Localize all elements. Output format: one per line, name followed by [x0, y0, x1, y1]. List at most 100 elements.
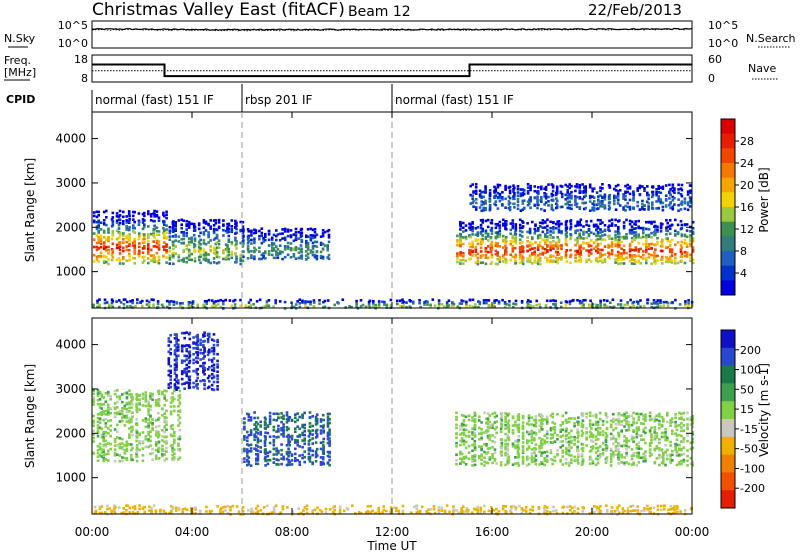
echo-cell: [235, 224, 238, 227]
echo-cell: [109, 407, 112, 410]
echo-cell: [616, 195, 620, 198]
echo-cell: [632, 191, 635, 195]
echo-cell: [102, 396, 105, 399]
echo-cell: [657, 184, 660, 188]
echo-cell: [528, 248, 532, 251]
echo-cell: [98, 305, 101, 309]
echo-cell: [165, 457, 168, 461]
echo-cell: [270, 236, 274, 240]
echo-cell: [536, 236, 540, 240]
echo-cell: [183, 336, 186, 340]
echo-cell: [590, 445, 593, 449]
echo-cell: [107, 419, 110, 423]
echo-cell: [575, 202, 579, 206]
echo-cell: [493, 427, 497, 431]
echo-cell: [327, 240, 331, 244]
echo-cell: [622, 244, 626, 247]
echo-cell: [616, 198, 620, 201]
echo-cell: [212, 366, 216, 370]
echo-cell: [585, 438, 588, 441]
echo-cell: [188, 378, 192, 382]
echo-cell: [686, 464, 689, 467]
echo-cell: [526, 439, 529, 442]
echo-cell: [682, 436, 686, 440]
echo-cell: [536, 229, 540, 232]
echo-cell: [203, 366, 206, 370]
echo-cell: [111, 299, 115, 303]
echo-cell: [107, 258, 110, 261]
echo-cell: [233, 298, 237, 302]
echo-cell: [595, 259, 598, 262]
echo-cell: [556, 250, 559, 254]
echo-cell: [511, 226, 515, 230]
echo-cell: [474, 248, 478, 252]
echo-cell: [596, 438, 600, 441]
echo-cell: [299, 244, 303, 247]
echo-cell: [526, 244, 529, 248]
echo-cell: [536, 246, 540, 249]
echo-cell: [521, 246, 525, 249]
echo-cell: [210, 358, 214, 362]
echo-cell: [691, 246, 695, 249]
echo-cell: [664, 204, 668, 207]
echo-cell: [541, 246, 545, 249]
frequency-line: [92, 63, 692, 78]
echo-cell: [641, 207, 644, 211]
echo-cell: [646, 185, 649, 188]
echo-cell: [255, 453, 258, 456]
echo-cell: [514, 423, 517, 427]
echo-cell: [177, 448, 180, 451]
echo-cell: [154, 454, 158, 458]
echo-cell: [215, 253, 219, 257]
echo-cell: [98, 421, 102, 425]
echo-cell: [484, 189, 487, 193]
echo-cell: [297, 256, 301, 260]
echo-cell: [233, 303, 237, 306]
echo-cell: [131, 411, 134, 414]
echo-cell: [581, 183, 584, 186]
echo-cell: [113, 505, 117, 509]
echo-cell: [509, 253, 513, 257]
echo-cell: [541, 253, 545, 256]
echo-cell: [670, 261, 674, 265]
echo-cell: [178, 401, 182, 404]
echo-cell: [187, 384, 191, 387]
echo-cell: [412, 300, 415, 304]
echo-cell: [165, 442, 168, 445]
echo-cell: [212, 224, 216, 227]
echo-cell: [165, 389, 168, 393]
echo-cell: [591, 435, 595, 439]
echo-cell: [679, 219, 683, 223]
echo-cell: [163, 449, 166, 453]
echo-cell: [190, 239, 193, 242]
echo-cell: [622, 249, 626, 252]
echo-cell: [630, 423, 634, 427]
echo-cell: [304, 304, 307, 308]
echo-cell: [98, 505, 102, 509]
echo-cell: [645, 250, 648, 254]
echo-cell: [511, 432, 515, 435]
echo-cell: [474, 198, 478, 201]
echo-cell: [521, 414, 525, 418]
echo-cell: [527, 416, 531, 420]
echo-cell: [256, 437, 260, 440]
echo-cell: [455, 453, 458, 456]
echo-cell: [474, 261, 478, 265]
echo-cell: [630, 463, 634, 466]
echo-cell: [647, 205, 650, 208]
echo-cell: [203, 387, 206, 391]
echo-cell: [574, 189, 577, 193]
echo-cell: [504, 451, 507, 455]
echo-cell: [210, 376, 214, 380]
echo-cell: [468, 304, 472, 308]
echo-cell: [471, 431, 474, 434]
echo-cell: [609, 447, 613, 451]
echo-cell: [287, 458, 290, 462]
echo-cell: [175, 374, 178, 377]
echo-cell: [224, 298, 227, 302]
echo-cell: [230, 230, 234, 234]
echo-cell: [321, 229, 325, 232]
echo-cell: [581, 458, 585, 461]
echo-cell: [464, 424, 468, 427]
echo-cell: [121, 437, 124, 441]
